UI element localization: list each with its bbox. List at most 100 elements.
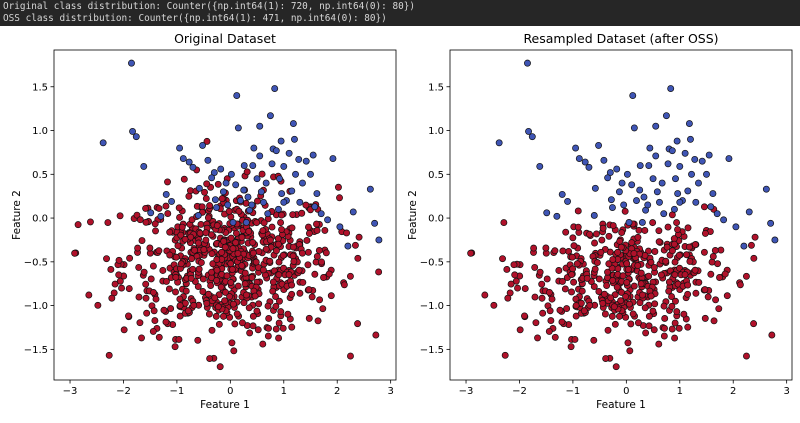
class-1-point: [647, 292, 655, 300]
class-1-point: [372, 331, 380, 339]
class-1-point: [701, 229, 709, 237]
class-1-point: [568, 253, 576, 261]
class-1-point: [229, 300, 237, 308]
class-1-point: [625, 300, 633, 308]
class-1-point: [649, 307, 657, 315]
class-1-point: [355, 233, 363, 241]
class-0-point: [317, 210, 325, 218]
class-1-point: [221, 243, 229, 251]
class-1-point: [607, 294, 615, 302]
class-1-point: [599, 224, 607, 232]
x-tick-label: −2: [512, 386, 527, 397]
class-1-point: [501, 351, 509, 359]
y-axis-label: Feature 2: [11, 190, 23, 240]
class-1-point: [269, 287, 277, 295]
class-1-point: [574, 223, 582, 231]
class-1-point: [162, 277, 170, 285]
class-1-point: [150, 307, 158, 315]
x-tick-label: 1: [677, 386, 683, 397]
y-tick-label: 0.0: [428, 214, 444, 225]
class-0-point: [720, 216, 728, 224]
class-0-point: [375, 236, 383, 244]
class-1-point: [590, 283, 598, 291]
x-tick-label: 3: [387, 386, 393, 397]
class-1-point: [617, 243, 625, 251]
class-1-point: [547, 317, 555, 325]
class-0-point: [698, 157, 706, 165]
class-1-point: [514, 284, 521, 292]
y-tick-label: −1.5: [420, 345, 444, 356]
class-1-point: [555, 267, 563, 274]
class-1-point: [321, 226, 329, 234]
class-1-point: [668, 302, 676, 310]
class-1-point: [531, 263, 539, 271]
class-0-point: [649, 175, 657, 183]
class-1-point: [686, 257, 694, 265]
class-1-point: [175, 204, 183, 212]
class-1-point: [354, 320, 362, 328]
class-0-point: [140, 162, 148, 170]
class-1-point: [184, 307, 192, 315]
class-0-point: [652, 152, 660, 160]
class-1-point: [684, 323, 692, 331]
class-1-point: [634, 262, 642, 270]
class-0-point: [572, 144, 580, 152]
class-1-point: [277, 308, 285, 316]
y-tick-label: 0.5: [32, 170, 48, 181]
y-tick-label: 1.0: [428, 126, 444, 137]
class-1-point: [305, 223, 312, 231]
class-0-point: [618, 179, 626, 187]
class-0-point: [99, 139, 107, 147]
class-1-point: [302, 201, 310, 209]
class-1-point: [230, 347, 238, 355]
class-1-point: [182, 287, 190, 295]
class-1-point: [265, 324, 272, 332]
class-1-point: [266, 236, 274, 244]
class-1-point: [249, 239, 257, 246]
class-0-point: [638, 218, 646, 226]
class-1-point: [135, 293, 143, 301]
class-1-point: [567, 343, 575, 351]
class-1-point: [647, 258, 655, 266]
class-1-point: [272, 325, 280, 333]
class-1-point: [259, 266, 267, 274]
class-1-point: [661, 324, 668, 332]
figure-background: [0, 26, 800, 423]
class-1-point: [249, 249, 257, 257]
class-1-point: [571, 336, 579, 343]
scatter-panel-2: Resampled Dataset (after OSS) −3 −2 −1 0 1 2 3 −…: [407, 31, 793, 411]
class-1-point: [569, 265, 577, 273]
class-1-point: [548, 295, 556, 303]
class-0-point: [628, 181, 636, 189]
class-1-point: [177, 260, 185, 268]
class-0-point: [740, 242, 748, 250]
class-0-point: [745, 208, 753, 216]
class-0-point: [543, 209, 551, 217]
class-1-point: [661, 315, 669, 322]
class-1-point: [613, 283, 621, 291]
class-1-point: [232, 239, 240, 247]
class-1-point: [668, 325, 676, 333]
class-0-point: [204, 156, 212, 164]
class-1-point: [149, 262, 157, 270]
class-1-point: [162, 202, 170, 210]
data-points: [467, 59, 779, 371]
class-1-point: [578, 287, 586, 295]
class-1-point: [347, 352, 354, 360]
class-1-point: [229, 245, 237, 253]
x-tick-label: 2: [334, 386, 340, 397]
class-0-point: [620, 201, 628, 209]
class-1-point: [233, 310, 241, 318]
class-0-point: [672, 175, 679, 183]
class-1-point: [288, 281, 296, 289]
class-0-point: [673, 137, 681, 145]
class-0-point: [662, 112, 670, 120]
class-1-point: [142, 204, 150, 212]
class-1-point: [563, 305, 571, 313]
class-1-point: [116, 212, 124, 220]
class-1-point: [228, 265, 236, 273]
class-1-point: [597, 248, 605, 256]
class-1-point: [253, 307, 261, 315]
class-1-point: [221, 297, 229, 305]
class-1-point: [595, 288, 603, 295]
